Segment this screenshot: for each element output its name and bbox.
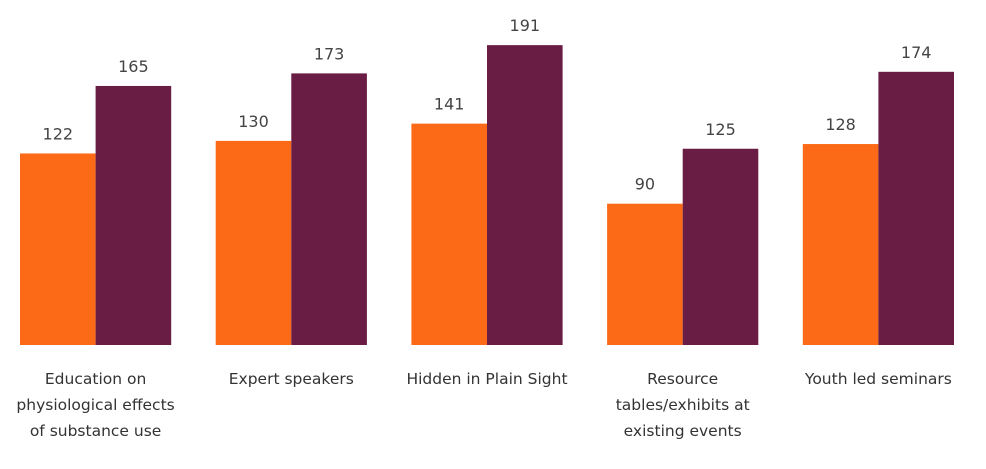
bar: [215, 140, 292, 345]
value-label: 125: [705, 120, 736, 139]
category-label: Expert speakers: [228, 370, 354, 388]
value-label: 174: [901, 43, 932, 62]
value-label: 141: [434, 95, 465, 114]
value-label: 122: [43, 124, 74, 143]
value-label: 128: [825, 115, 856, 134]
bar: [291, 73, 367, 345]
value-label: 90: [635, 175, 655, 194]
bar: [802, 144, 879, 345]
bar: [487, 45, 563, 345]
bar: [20, 153, 96, 345]
value-label: 173: [314, 44, 345, 63]
value-label: 130: [238, 112, 269, 131]
category-label: Hidden in Plain Sight: [406, 370, 568, 388]
bar: [95, 85, 172, 345]
bar: [607, 203, 683, 345]
bar: [411, 123, 487, 345]
category-label: Education on physiological effects of su…: [16, 370, 175, 440]
bar: [682, 148, 759, 345]
value-label: 191: [510, 16, 541, 35]
category-label: Resource tables/exhibits at existing eve…: [615, 370, 750, 440]
bar: [878, 71, 954, 345]
value-label: 165: [118, 57, 149, 76]
category-label: Youth led seminars: [804, 370, 952, 388]
